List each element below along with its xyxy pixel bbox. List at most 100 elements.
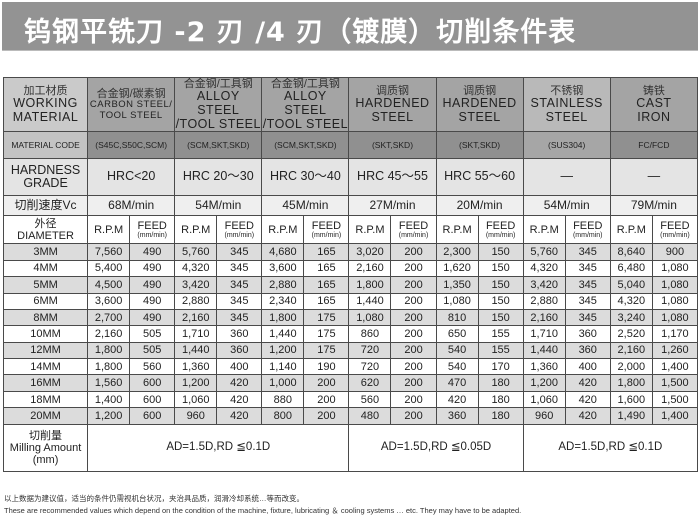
feed-cell: 200 xyxy=(390,243,437,261)
feed-unit: (mm/min) xyxy=(311,232,342,240)
rpm-cell: 1,080 xyxy=(435,292,479,310)
material-code: (SCM,SKT,SKD) xyxy=(174,131,263,160)
material-name-zh: 合金钢/工具钢 xyxy=(270,78,340,90)
hardness-value: — xyxy=(522,158,611,197)
feed-cell: 490 xyxy=(129,276,176,294)
rpm-cell: 560 xyxy=(348,390,392,409)
rpm-cell: 3,420 xyxy=(522,276,566,294)
feed-cell: 1,170 xyxy=(651,325,699,343)
hardness-row: HARDNESS GRADE HRC<20 HRC 20～30 HRC 30～40 H… xyxy=(2,158,699,197)
rpm-cell: 420 xyxy=(435,390,479,409)
diameter-cell: 12MM xyxy=(2,341,89,360)
rpm-cell: 1,440 xyxy=(261,325,305,343)
material-name-en2: STEEL xyxy=(458,109,501,124)
feed-header: FEED (mm/min) xyxy=(651,215,699,245)
table-row: 3MM 7,560 490 5,760 345 4,680 165 3,020 200 2,300… xyxy=(2,243,699,261)
material-name-zh: 调质钢 xyxy=(463,84,497,97)
rpm-cell: 4,320 xyxy=(522,259,566,278)
milling-label-unit: (mm) xyxy=(32,453,59,466)
page-title: 钨钢平铣刀 -2 刃 /4 刃（镀膜）切削条件表 xyxy=(24,17,577,48)
feed-cell: 200 xyxy=(390,292,437,310)
diameter-cell: 3MM xyxy=(2,243,89,261)
rpm-cell: 5,040 xyxy=(609,276,653,294)
material-code-label: MATERIAL CODE xyxy=(2,131,89,160)
milling-amount-value: AD=1.5D,RD ≦0.1D xyxy=(522,423,699,472)
cutting-speed-value: 68M/min xyxy=(87,195,176,217)
feed-cell: 175 xyxy=(303,341,350,360)
material-code: FC/FCD xyxy=(609,131,699,160)
feed-cell: 420 xyxy=(216,390,263,409)
hardness-value: HRC 45～55 xyxy=(348,158,437,197)
hardness-value: HRC 20～30 xyxy=(174,158,263,197)
working-material-zh: 加工材质 xyxy=(23,84,68,97)
diameter-cell: 10MM xyxy=(2,325,89,343)
cutting-speed-value: 54M/min xyxy=(174,195,263,217)
table-row: 20MM 1,200 600 960 420 800 200 480 200 360 180 960 4… xyxy=(2,407,699,425)
milling-amount-row: 切削量 Milling Amount (mm) AD=1.5D,RD ≦0.1D AD=… xyxy=(2,423,699,472)
feed-cell: 150 xyxy=(477,308,524,327)
milling-amount-value: AD=1.5D,RD ≦0.05D xyxy=(348,423,524,472)
material-header: 铸铁 CAST IRON xyxy=(609,76,699,133)
feed-cell: 155 xyxy=(477,325,524,343)
rpm-cell: 4,500 xyxy=(87,276,131,294)
feed-cell: 180 xyxy=(477,390,524,409)
diameter-cell: 4MM xyxy=(2,259,89,278)
diameter-cell: 5MM xyxy=(2,276,89,294)
diameter-cell: 6MM xyxy=(2,292,89,310)
rpm-cell: 540 xyxy=(435,341,479,360)
feed-cell: 200 xyxy=(390,325,437,343)
rpm-cell: 3,420 xyxy=(174,276,218,294)
material-name-zh: 合金钢/工具钢 xyxy=(183,78,253,90)
rpm-cell: 2,340 xyxy=(261,292,305,310)
feed-header: FEED (mm/min) xyxy=(303,215,350,245)
milling-amount-label: 切削量 Milling Amount (mm) xyxy=(2,423,89,472)
feed-cell: 165 xyxy=(303,292,350,310)
feed-cell: 360 xyxy=(564,341,611,360)
rpm-header: R.P.M xyxy=(87,215,131,245)
rpm-cell: 360 xyxy=(435,407,479,425)
feed-cell: 490 xyxy=(129,292,176,310)
feed-cell: 1,260 xyxy=(651,341,699,360)
material-code: (SKT,SKD) xyxy=(435,131,524,160)
feed-cell: 420 xyxy=(564,407,611,425)
feed-cell: 420 xyxy=(564,374,611,392)
feed-cell: 200 xyxy=(303,390,350,409)
rpm-cell: 2,000 xyxy=(609,358,653,376)
feed-cell: 165 xyxy=(303,243,350,261)
rpm-cell: 1,200 xyxy=(87,407,131,425)
material-name-en1: CARBON STEEL/ xyxy=(89,99,173,111)
hardness-label-en1: HARDNESS xyxy=(10,162,81,177)
feed-cell: 360 xyxy=(216,341,263,360)
rpm-cell: 1,800 xyxy=(87,358,131,376)
feed-cell: 345 xyxy=(216,308,263,327)
rpm-cell: 960 xyxy=(522,407,566,425)
feed-cell: 155 xyxy=(477,341,524,360)
table-row: 5MM 4,500 490 3,420 345 2,880 165 1,800 200 1,350… xyxy=(2,276,699,294)
material-code-row: MATERIAL CODE (S45C,S50C,SCM) (SCM,SKT,SK… xyxy=(2,131,699,160)
feed-cell: 200 xyxy=(303,374,350,392)
cutting-conditions-table: 加工材质 WORKING MATERIAL 合金钢/碳素钢 CARBON STEE… xyxy=(2,76,699,472)
rpm-cell: 1,440 xyxy=(348,292,392,310)
feed-label: FEED xyxy=(573,219,603,232)
rpm-cell: 960 xyxy=(174,407,218,425)
feed-cell: 490 xyxy=(129,308,176,327)
table-row: 8MM 2,700 490 2,160 345 1,800 175 1,080 200 810 15… xyxy=(2,308,699,327)
feed-cell: 200 xyxy=(390,374,437,392)
diameter-label-en: DIAMETER xyxy=(17,229,74,242)
working-material-en1: WORKING xyxy=(13,95,78,110)
rpm-cell: 3,600 xyxy=(261,259,305,278)
rpm-header: R.P.M xyxy=(348,215,392,245)
rpm-cell: 540 xyxy=(435,358,479,376)
table-row: 10MM 2,160 505 1,710 360 1,440 175 860 200 650 155… xyxy=(2,325,699,343)
cutting-speed-value: 45M/min xyxy=(261,195,350,217)
rpm-header: R.P.M xyxy=(435,215,479,245)
table-row: 16MM 1,560 600 1,200 420 1,000 200 620 200 470 180… xyxy=(2,374,699,392)
rpm-cell: 800 xyxy=(261,407,305,425)
feed-cell: 1,080 xyxy=(651,292,699,310)
cutting-speed-value: 54M/min xyxy=(522,195,611,217)
diameter-cell: 18MM xyxy=(2,390,89,409)
cutting-speed-value: 27M/min xyxy=(348,195,437,217)
rpm-cell: 7,560 xyxy=(87,243,131,261)
feed-cell: 200 xyxy=(390,308,437,327)
rpm-cell: 1,560 xyxy=(87,374,131,392)
